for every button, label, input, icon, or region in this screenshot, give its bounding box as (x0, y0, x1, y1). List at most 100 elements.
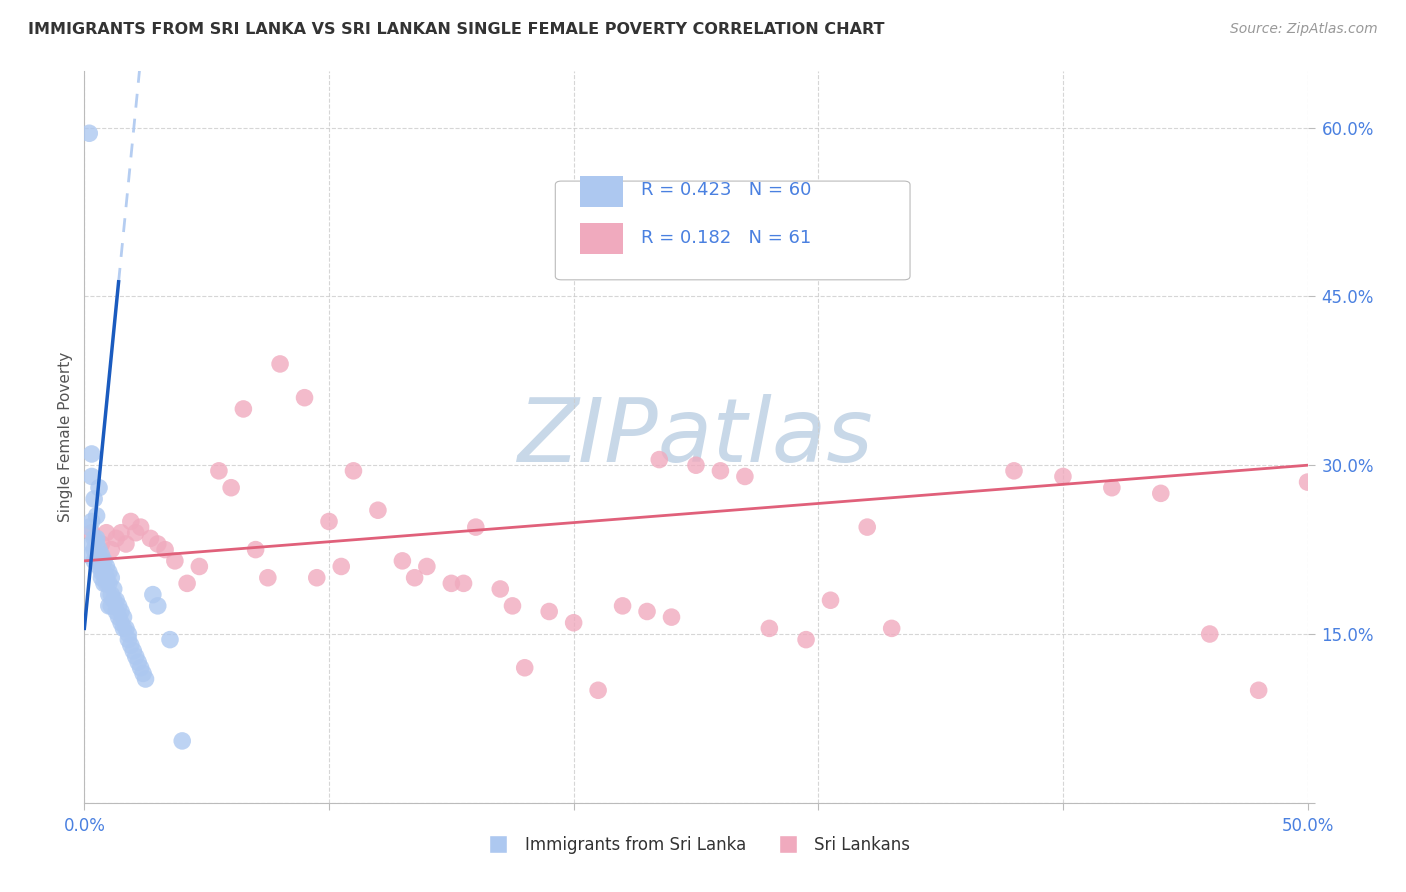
Point (232, 401, 254, 416)
Point (586, 683, 609, 698)
Point (117, 632, 139, 647)
Point (96, 571, 118, 585)
Point (391, 554, 413, 568)
Point (856, 520, 879, 534)
Point (90, 554, 112, 568)
Point (661, 610, 683, 624)
Point (440, 576, 463, 591)
FancyBboxPatch shape (579, 224, 623, 254)
Point (86, 548, 108, 562)
Point (112, 621, 135, 635)
Text: R = 0.423   N = 60: R = 0.423 N = 60 (641, 181, 811, 199)
Point (146, 537, 169, 551)
Point (612, 599, 634, 613)
Point (1002, 464, 1025, 478)
Point (1052, 469, 1074, 483)
Point (97, 576, 120, 591)
Point (103, 593, 125, 607)
Point (100, 599, 122, 613)
Text: Source: ZipAtlas.com: Source: ZipAtlas.com (1230, 22, 1378, 37)
Point (489, 582, 512, 596)
Point (1198, 627, 1220, 641)
Point (83, 491, 105, 506)
Point (880, 621, 903, 635)
Point (1150, 486, 1173, 500)
Point (93, 576, 115, 591)
Point (125, 649, 148, 664)
Point (1247, 683, 1270, 698)
Point (86, 537, 108, 551)
Point (96, 525, 118, 540)
Point (112, 610, 135, 624)
Point (115, 537, 138, 551)
Point (97, 588, 120, 602)
Point (342, 464, 364, 478)
Point (86, 508, 108, 523)
FancyBboxPatch shape (579, 176, 623, 207)
Point (139, 532, 162, 546)
Point (219, 481, 242, 495)
Point (142, 588, 165, 602)
Point (820, 593, 842, 607)
Point (538, 605, 561, 619)
Point (83, 542, 105, 557)
Point (1101, 481, 1123, 495)
Point (127, 655, 149, 669)
Point (105, 593, 128, 607)
Point (107, 610, 129, 624)
Point (120, 638, 142, 652)
Point (110, 605, 132, 619)
Point (132, 666, 155, 681)
Point (105, 605, 128, 619)
Point (636, 605, 658, 619)
Point (367, 503, 389, 517)
Point (129, 661, 152, 675)
Text: IMMIGRANTS FROM SRI LANKA VS SRI LANKAN SINGLE FEMALE POVERTY CORRELATION CHART: IMMIGRANTS FROM SRI LANKA VS SRI LANKAN … (28, 22, 884, 37)
Point (1296, 475, 1319, 489)
Point (245, 542, 267, 557)
Point (96, 576, 118, 591)
Point (648, 452, 671, 467)
Point (135, 672, 157, 686)
Point (120, 515, 142, 529)
Point (208, 464, 231, 478)
Point (80, 515, 103, 529)
Point (318, 515, 340, 529)
Point (87, 559, 110, 574)
Point (562, 615, 585, 630)
Point (90, 565, 112, 579)
Point (502, 599, 524, 613)
Text: R = 0.182   N = 61: R = 0.182 N = 61 (641, 229, 811, 247)
Point (77, 520, 100, 534)
Point (685, 458, 707, 473)
Point (122, 644, 145, 658)
Point (100, 542, 122, 557)
Point (93, 565, 115, 579)
Point (100, 571, 122, 585)
Point (110, 525, 132, 540)
Point (93, 554, 115, 568)
Point (80, 469, 103, 483)
Point (880, 244, 903, 259)
Point (125, 525, 148, 540)
Point (305, 571, 328, 585)
Point (159, 632, 181, 647)
Point (86, 548, 108, 562)
Point (269, 357, 291, 371)
Point (87, 481, 110, 495)
Point (83, 532, 105, 546)
Point (96, 559, 118, 574)
Point (188, 559, 211, 574)
Point (80, 447, 103, 461)
Point (758, 621, 780, 635)
Point (107, 599, 129, 613)
Point (80, 525, 103, 540)
Point (257, 571, 280, 585)
Point (330, 559, 353, 574)
FancyBboxPatch shape (555, 181, 910, 280)
Point (115, 621, 138, 635)
Point (105, 532, 128, 546)
Point (513, 661, 536, 675)
Point (87, 542, 110, 557)
Point (87, 554, 110, 568)
